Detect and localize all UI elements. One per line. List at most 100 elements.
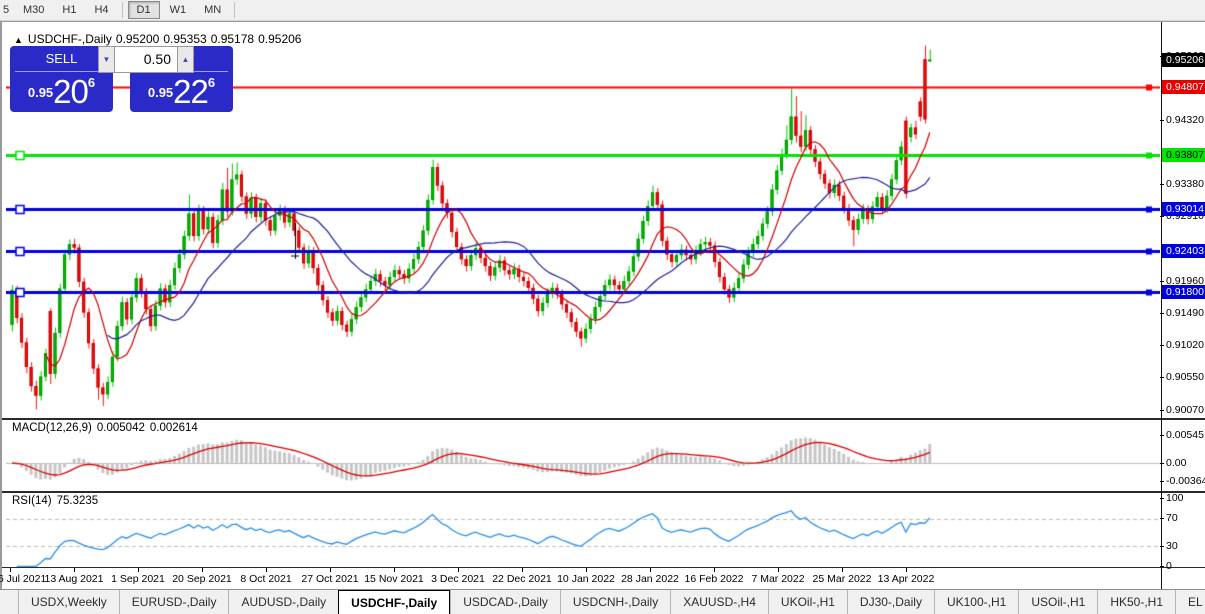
lot-size-stepper: ▼ 0.50 ▲ bbox=[98, 46, 194, 73]
date-tick bbox=[714, 568, 715, 572]
tab-hk50-h1[interactable]: HK50-,H1 bbox=[1097, 590, 1175, 614]
buy-price-prefix: 0.95 bbox=[147, 85, 174, 100]
date-axis[interactable]: 26 Jul 2021 13 Aug 2021 1 Sep 2021 20 Se… bbox=[0, 568, 1161, 590]
timeframe-m5[interactable]: 5 bbox=[3, 4, 10, 16]
macd-value-signal: 0.002614 bbox=[149, 422, 198, 434]
date-tick bbox=[522, 568, 523, 572]
date-tick bbox=[266, 568, 267, 572]
date-label: 26 Jul 2021 bbox=[0, 573, 47, 585]
sell-panel[interactable]: SELL 0.95206 bbox=[10, 46, 113, 112]
date-label: 10 Jan 2022 bbox=[557, 573, 615, 585]
price-tick: 0.91020 bbox=[1160, 339, 1205, 351]
buy-price[interactable]: 0.95226 bbox=[130, 73, 233, 112]
pane-splitter[interactable] bbox=[2, 418, 1205, 420]
sell-price[interactable]: 0.95206 bbox=[10, 73, 113, 112]
date-label: 7 Mar 2022 bbox=[751, 573, 805, 585]
tab-xauusd-h4[interactable]: XAUUSD-,H4 bbox=[670, 590, 768, 614]
buy-price-pip: 6 bbox=[207, 75, 216, 90]
price-axis-divider bbox=[1161, 22, 1162, 590]
date-tick bbox=[138, 568, 139, 572]
date-label: 1 Sep 2021 bbox=[111, 573, 165, 585]
date-tick bbox=[906, 568, 907, 572]
date-tick bbox=[458, 568, 459, 572]
date-tick bbox=[650, 568, 651, 572]
rsi-axis-tick: 0 bbox=[1160, 560, 1205, 572]
date-label: 13 Apr 2022 bbox=[877, 573, 935, 585]
macd-panel-canvas[interactable] bbox=[6, 420, 1160, 491]
symbol-title: USDCHF-,Daily bbox=[27, 32, 112, 46]
toolbar-separator bbox=[234, 2, 236, 18]
tab-eurusd-daily[interactable]: EURUSD-,Daily bbox=[118, 590, 229, 614]
lot-size-input[interactable]: 0.50 bbox=[115, 46, 177, 73]
sell-price-pip: 6 bbox=[87, 75, 96, 90]
timeframe-m30[interactable]: M30 bbox=[23, 4, 45, 16]
date-label: 15 Nov 2021 bbox=[364, 573, 424, 585]
buy-panel[interactable]: BUY 0.95226 bbox=[130, 46, 233, 112]
date-tick bbox=[586, 568, 587, 572]
hline-price-badge-blue: 0.93014 bbox=[1162, 202, 1205, 216]
rsi-panel-canvas[interactable] bbox=[6, 493, 1160, 567]
macd-label: MACD(12,26,9) 0.005042 0.002614 bbox=[12, 422, 203, 434]
macd-name: MACD(12,26,9) bbox=[12, 422, 92, 434]
date-tick bbox=[10, 568, 11, 572]
tab-partial[interactable]: EL bbox=[1175, 590, 1205, 614]
tab-usdx-weekly[interactable]: USDX,Weekly bbox=[18, 590, 119, 614]
lot-increase-button[interactable]: ▲ bbox=[177, 46, 194, 73]
date-tick bbox=[202, 568, 203, 572]
date-tick bbox=[330, 568, 331, 572]
rsi-name: RSI(14) bbox=[12, 495, 52, 507]
date-label: 22 Dec 2021 bbox=[492, 573, 552, 585]
lot-decrease-button[interactable]: ▼ bbox=[98, 46, 115, 73]
sell-button[interactable]: SELL bbox=[45, 51, 78, 66]
rsi-axis-tick: 100 bbox=[1160, 492, 1205, 504]
hline-price-badge-blue: 0.91800 bbox=[1162, 285, 1205, 299]
tab-uk100-h1[interactable]: UK100-,H1 bbox=[933, 590, 1018, 614]
date-label: 25 Mar 2022 bbox=[812, 573, 872, 585]
rsi-label: RSI(14) 75.3235 bbox=[12, 495, 103, 507]
collapse-arrow-icon[interactable]: ▲ bbox=[14, 35, 23, 45]
pane-splitter[interactable] bbox=[2, 491, 1205, 493]
toolbar-separator bbox=[121, 2, 123, 18]
tab-usdcad-daily[interactable]: USDCAD-,Daily bbox=[450, 590, 560, 614]
timeframe-d1[interactable]: D1 bbox=[127, 1, 160, 19]
tab-usdchf-daily[interactable]: USDCHF-,Daily bbox=[338, 590, 451, 614]
timeframe-h1[interactable]: H1 bbox=[62, 4, 77, 16]
price-tick: 0.90550 bbox=[1160, 371, 1205, 383]
date-label: 8 Oct 2021 bbox=[240, 573, 292, 585]
rsi-value: 75.3235 bbox=[56, 495, 99, 507]
price-tick: 0.94320 bbox=[1160, 114, 1205, 126]
price-tick: 0.93380 bbox=[1160, 178, 1205, 190]
price-tick: 0.91960 bbox=[1160, 275, 1205, 287]
price-tick: 0.91490 bbox=[1160, 307, 1205, 319]
date-label: 27 Oct 2021 bbox=[301, 573, 359, 585]
date-tick bbox=[778, 568, 779, 572]
timeframe-h4[interactable]: H4 bbox=[94, 4, 109, 16]
date-label: 28 Jan 2022 bbox=[621, 573, 679, 585]
macd-axis-tick: 0.00545 bbox=[1160, 429, 1205, 441]
timeframe-toolbar: 5 M30 H1 H4 D1 W1 MN bbox=[0, 0, 1205, 21]
macd-value-main: 0.005042 bbox=[96, 422, 145, 434]
timeframe-mn[interactable]: MN bbox=[204, 4, 222, 16]
one-click-trading-widget: SELL 0.95206 BUY 0.95226 ▼ 0.50 ▲ bbox=[10, 46, 233, 112]
tab-audusd-daily[interactable]: AUDUSD-,Daily bbox=[228, 590, 338, 614]
chart-window: ▲ USDCHF-,Daily 0.95200 0.95353 0.95178 0.952… bbox=[0, 21, 1205, 590]
ohlc-high: 0.95353 bbox=[163, 32, 207, 46]
chart-title: ▲ USDCHF-,Daily 0.95200 0.95353 0.95178 0.952… bbox=[14, 32, 305, 46]
tab-dj30-daily[interactable]: DJ30-,Daily bbox=[846, 590, 934, 614]
date-tick bbox=[394, 568, 395, 572]
ohlc-open: 0.95200 bbox=[115, 32, 160, 46]
date-label: 16 Feb 2022 bbox=[684, 573, 744, 585]
symbol-tab-bar: USDX,Weekly EURUSD-,Daily AUDUSD-,Daily … bbox=[0, 589, 1205, 614]
tab-usoil-h1[interactable]: USOil-,H1 bbox=[1018, 590, 1097, 614]
tab-ukoil-h1[interactable]: UKOil-,H1 bbox=[767, 590, 847, 614]
sell-underline bbox=[15, 71, 108, 72]
ohlc-low: 0.95178 bbox=[210, 32, 255, 46]
hline-price-badge-green: 0.93807 bbox=[1162, 148, 1205, 162]
date-label: 13 Aug 2021 bbox=[44, 573, 104, 585]
price-tick: 0.90070 bbox=[1160, 404, 1205, 416]
sell-price-prefix: 0.95 bbox=[27, 85, 54, 100]
hline-price-badge-blue: 0.92403 bbox=[1162, 244, 1205, 258]
timeframe-w1[interactable]: W1 bbox=[169, 4, 187, 16]
tab-usdcnh-daily[interactable]: USDCNH-,Daily bbox=[559, 590, 670, 614]
